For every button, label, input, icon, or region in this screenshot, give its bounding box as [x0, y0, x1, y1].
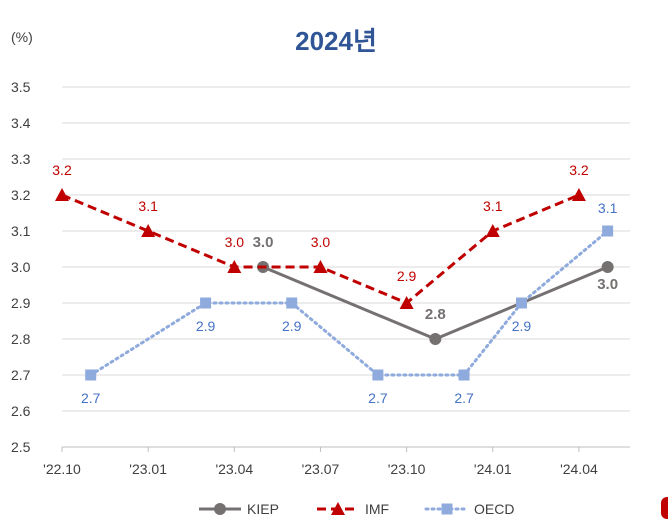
imf-point [141, 224, 156, 237]
kiep-data-label: 2.8 [425, 306, 446, 323]
oecd-point [515, 297, 527, 309]
oecd-point [85, 369, 97, 381]
y-tick-label: 2.5 [11, 439, 31, 455]
imf-point [227, 260, 242, 273]
y-tick-label: 3.1 [11, 223, 31, 239]
imf-data-label: 2.9 [397, 268, 417, 284]
x-tick-label: '24.04 [560, 461, 598, 477]
imf-data-label: 3.2 [569, 162, 589, 178]
x-tick-label: '23.01 [129, 461, 167, 477]
x-tick-label: '23.07 [302, 461, 340, 477]
oecd-data-label: 2.9 [512, 318, 532, 334]
x-tick-label: '24.01 [474, 461, 512, 477]
legend-imf-marker [331, 502, 345, 515]
oecd-data-label: 2.7 [454, 390, 474, 406]
y-axis-unit-label: (%) [11, 29, 33, 45]
imf-data-label: 3.0 [225, 234, 245, 250]
imf-point [313, 260, 328, 273]
x-tick-label: '23.10 [388, 461, 426, 477]
oecd-data-label: 2.9 [282, 318, 302, 334]
imf-point [571, 188, 586, 201]
chart-title: 2024년 [295, 26, 377, 56]
corner-decoration [661, 497, 668, 519]
oecd-data-label: 2.7 [368, 390, 388, 406]
y-tick-label: 2.7 [11, 367, 31, 383]
y-tick-label: 3.3 [11, 151, 31, 167]
oecd-point [200, 297, 212, 309]
imf-data-label: 3.2 [52, 162, 72, 178]
kiep-data-label: 3.0 [597, 276, 618, 293]
legend-kiep-label: KIEP [247, 501, 279, 517]
oecd-point [372, 369, 384, 381]
legend-imf-label: IMF [365, 501, 389, 517]
y-tick-label: 2.8 [11, 331, 31, 347]
y-tick-label: 3.0 [11, 259, 31, 275]
y-tick-label: 3.2 [11, 187, 31, 203]
imf-point [55, 188, 69, 201]
kiep-point [601, 261, 614, 273]
imf-data-label: 3.1 [138, 198, 158, 214]
imf-data-label: 3.0 [311, 234, 331, 250]
oecd-data-label: 2.7 [81, 390, 101, 406]
legend-oecd-marker [441, 503, 453, 515]
oecd-point [286, 297, 298, 309]
kiep-data-label: 3.0 [253, 234, 274, 251]
y-tick-label: 3.4 [11, 115, 31, 131]
imf-point [485, 224, 500, 237]
x-tick-label: '22.10 [43, 461, 81, 477]
y-tick-label: 2.6 [11, 403, 31, 419]
y-tick-label: 3.5 [11, 79, 31, 95]
oecd-point [458, 369, 470, 381]
oecd-point [602, 225, 614, 237]
oecd-data-label: 2.9 [196, 318, 216, 334]
y-tick-label: 2.9 [11, 295, 31, 311]
imf-point [399, 296, 414, 309]
legend-kiep-marker [214, 503, 226, 515]
legend-oecd-label: OECD [474, 501, 514, 517]
oecd-data-label: 3.1 [598, 200, 618, 216]
x-tick-label: '23.04 [215, 461, 253, 477]
kiep-point [429, 333, 442, 345]
imf-data-label: 3.1 [483, 198, 503, 214]
